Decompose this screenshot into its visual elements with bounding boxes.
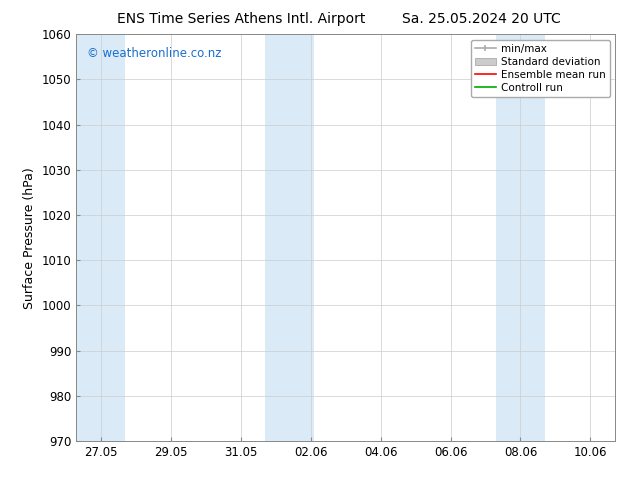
Legend: min/max, Standard deviation, Ensemble mean run, Controll run: min/max, Standard deviation, Ensemble me… (470, 40, 610, 97)
Text: Sa. 25.05.2024 20 UTC: Sa. 25.05.2024 20 UTC (403, 12, 561, 26)
Bar (101, 34, 125, 441)
Text: © weatheronline.co.nz: © weatheronline.co.nz (87, 47, 221, 59)
Bar (265, 34, 290, 441)
Bar (521, 34, 545, 441)
Y-axis label: Surface Pressure (hPa): Surface Pressure (hPa) (23, 167, 36, 309)
Bar (290, 34, 314, 441)
Bar (496, 34, 521, 441)
Bar (76, 34, 101, 441)
Text: ENS Time Series Athens Intl. Airport: ENS Time Series Athens Intl. Airport (117, 12, 365, 26)
